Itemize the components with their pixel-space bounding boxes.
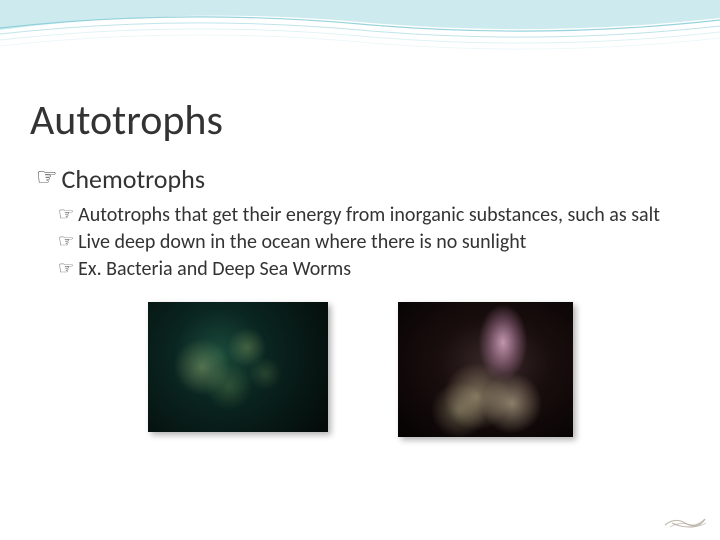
bullet-level-2-item: ☞ Ex. Bacteria and Deep Sea Worms (30, 257, 690, 282)
swash-bullet-icon: ☞ (36, 164, 58, 193)
slide-content: Autotrophs ☞ Chemotrophs ☞ Autotrophs th… (0, 0, 720, 437)
bullet-level-2-item: ☞ Autotrophs that get their energy from … (30, 203, 690, 228)
image-bacteria (148, 302, 328, 432)
bullet-text: Autotrophs that get their energy from in… (78, 203, 660, 228)
images-row (30, 302, 690, 437)
bullet-level-2-item: ☞ Live deep down in the ocean where ther… (30, 230, 690, 255)
slide-title: Autotrophs (30, 95, 690, 146)
wave-decoration (0, 0, 720, 60)
swash-bullet-icon: ☞ (58, 203, 74, 226)
corner-flourish-icon (660, 497, 710, 532)
bullet-text: Live deep down in the ocean where there … (78, 230, 526, 255)
bullet-text: Ex. Bacteria and Deep Sea Worms (78, 257, 351, 282)
swash-bullet-icon: ☞ (58, 257, 74, 280)
swash-bullet-icon: ☞ (58, 230, 74, 253)
image-tube-worm (398, 302, 573, 437)
bullet-level-1-item: ☞ Chemotrophs (30, 164, 690, 195)
bullet-text: Chemotrophs (62, 164, 206, 195)
